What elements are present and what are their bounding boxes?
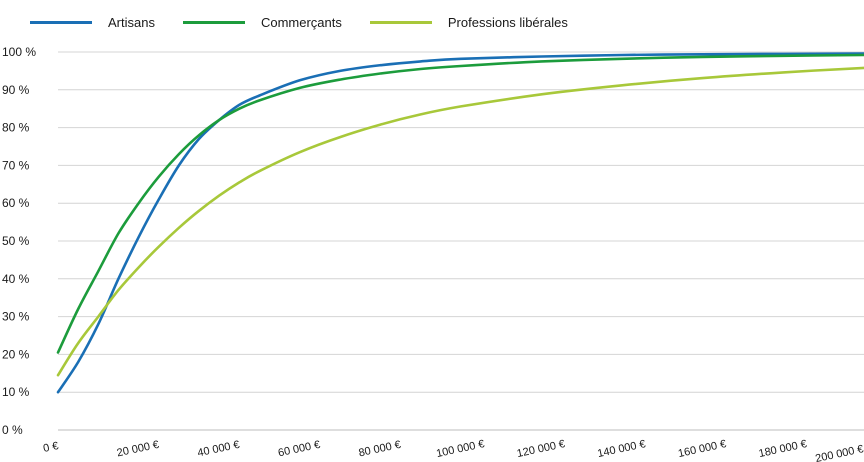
legend-swatch-commercants (182, 20, 245, 24)
legend-label-commercants: Commerçants (260, 14, 342, 30)
x-tick-label: 0 € (42, 440, 59, 455)
x-tick-label: 20 000 € (116, 439, 160, 460)
y-tick-label: 100 % (2, 45, 36, 59)
x-tick-label: 100 000 € (435, 438, 485, 460)
x-tick-label: 80 000 € (358, 439, 402, 460)
x-tick-label: 180 000 € (758, 438, 808, 460)
y-tick-label: 70 % (2, 158, 30, 172)
y-tick-label: 80 % (2, 121, 30, 135)
legend: Artisans Commerçants Professions libéral… (30, 10, 596, 34)
series-line-commercants (56, 53, 864, 354)
x-axis-ticks: 0 € 20 000 € 40 000 € 60 000 € 80 000 € 100 0… (42, 438, 864, 462)
legend-item-commercants: Commerçants (182, 14, 342, 30)
y-tick-label: 50 % (2, 234, 30, 248)
y-tick-label: 60 % (2, 196, 30, 210)
x-tick-label: 40 000 € (196, 439, 240, 460)
legend-swatch-professions-liberales (369, 20, 432, 24)
y-tick-label: 30 % (2, 310, 30, 324)
series-layer (56, 52, 864, 394)
y-tick-label: 10 % (2, 385, 30, 399)
x-tick-label: 60 000 € (277, 439, 321, 460)
x-tick-label: 140 000 € (596, 438, 646, 460)
grid-layer (58, 51, 864, 431)
series-line-artisans (56, 52, 864, 394)
y-tick-label: 20 % (2, 347, 30, 361)
legend-label-artisans: Artisans (108, 14, 155, 30)
y-axis-ticks: 0 % 10 % 20 % 30 % 40 % 50 % 60 % 70 % 80 % 90 % 1… (2, 45, 36, 437)
y-tick-label: 0 % (2, 423, 23, 437)
x-tick-label: 200 000 € (814, 443, 864, 462)
legend-item-professions-liberales: Professions libérales (369, 14, 568, 30)
legend-label-professions-liberales: Professions libérales (447, 14, 568, 30)
y-tick-label: 90 % (2, 83, 30, 97)
y-tick-label: 40 % (2, 272, 30, 286)
legend-swatch-artisans (30, 20, 92, 24)
series-line-professions-liberales (56, 66, 864, 377)
x-tick-label: 160 000 € (677, 438, 727, 460)
x-tick-label: 120 000 € (516, 438, 566, 460)
legend-item-artisans: Artisans (30, 15, 155, 30)
